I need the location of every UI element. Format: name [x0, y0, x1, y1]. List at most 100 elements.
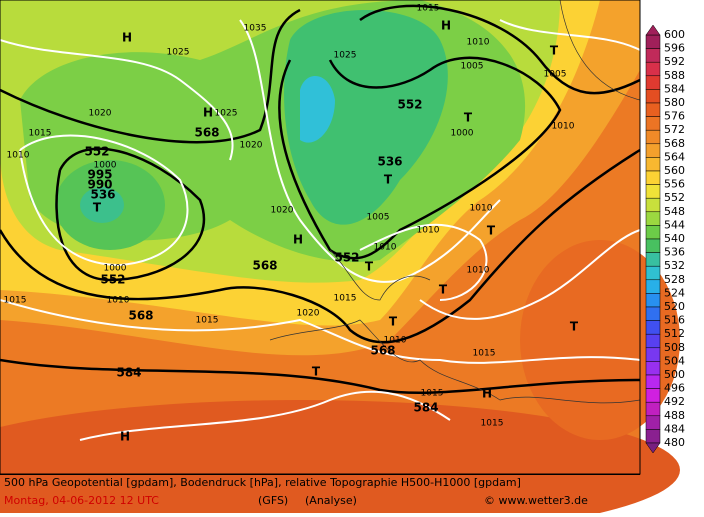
- colorbar-swatch: [645, 347, 661, 362]
- colorbar-label: 600: [664, 28, 685, 41]
- colorbar-swatch: [645, 143, 661, 158]
- map-label: 1015: [196, 316, 219, 326]
- colorbar-swatch: [645, 157, 661, 172]
- colorbar-label: 500: [664, 368, 685, 381]
- map-label: 1010: [384, 336, 407, 346]
- colorbar-swatch: [645, 34, 661, 49]
- map-label: 1010: [467, 38, 490, 48]
- colorbar-swatch: [645, 401, 661, 417]
- colorbar-swatch: [645, 252, 661, 267]
- colorbar-label: 504: [664, 354, 685, 367]
- map-label: 1005: [544, 70, 567, 80]
- map-label: 584: [116, 366, 141, 380]
- colorbar-swatch: [645, 429, 661, 444]
- map-label: H: [203, 106, 213, 120]
- map-label: T: [312, 365, 321, 379]
- map-label: 568: [194, 126, 219, 140]
- map-label: T: [384, 173, 393, 187]
- colorbar-label: 584: [664, 82, 685, 95]
- map-label: T: [464, 111, 473, 125]
- footer-description: 500 hPa Geopotential [gpdam], Bodendruck…: [4, 476, 521, 489]
- colorbar-swatch: [645, 116, 661, 131]
- map-label: 1010: [552, 122, 575, 132]
- map-label: 552: [84, 145, 109, 159]
- colorbar-top-arrow: [645, 24, 661, 36]
- map-label: T: [487, 224, 496, 238]
- map-label: 1020: [297, 309, 320, 319]
- colorbar-swatch: [645, 129, 661, 145]
- map-label: 1010: [467, 266, 490, 276]
- colorbar-swatch: [645, 170, 661, 185]
- map-label: 568: [128, 309, 153, 323]
- colorbar-swatch: [645, 388, 661, 403]
- map-label: 1010: [107, 296, 130, 306]
- map-label: T: [439, 283, 448, 297]
- colorbar-label: 536: [664, 246, 685, 259]
- colorbar-swatch: [645, 89, 661, 104]
- colorbar-label: 508: [664, 341, 685, 354]
- map-label: H: [293, 233, 303, 247]
- colorbar-label: 520: [664, 300, 685, 313]
- footer-credit: © www.wetter3.de: [484, 494, 588, 507]
- map-label: 552: [397, 98, 422, 112]
- map-label: H: [120, 430, 130, 444]
- map-label: 1025: [167, 48, 190, 58]
- map-label: 536: [90, 188, 115, 202]
- colorbar-label: 488: [664, 409, 685, 422]
- map-label: 1015: [473, 349, 496, 359]
- colorbar-label: 540: [664, 232, 685, 245]
- colorbar-label: 580: [664, 96, 685, 109]
- map-label: 1010: [417, 226, 440, 236]
- map-label: 1000: [94, 161, 117, 171]
- map-label: H: [122, 31, 132, 45]
- map-label: 552: [100, 273, 125, 287]
- colorbar-label: 484: [664, 422, 685, 435]
- colorbar-swatch: [645, 415, 661, 430]
- colorbar-swatch: [645, 102, 661, 117]
- map-label: 1015: [29, 129, 52, 139]
- footer-date: Montag, 04-06-2012 12 UTC: [4, 494, 159, 507]
- colorbar-swatch: [645, 293, 661, 308]
- map-label: 552: [334, 251, 359, 265]
- map-label: 568: [370, 344, 395, 358]
- map-label: 1010: [470, 204, 493, 214]
- colorbar-swatch: [645, 225, 661, 240]
- map-label: 568: [252, 259, 277, 273]
- colorbar-swatch: [645, 238, 661, 253]
- map-label: 1010: [7, 151, 30, 161]
- map-label: 1025: [334, 51, 357, 61]
- colorbar-label: 512: [664, 327, 685, 340]
- colorbar-label: 588: [664, 69, 685, 82]
- colorbar-swatch: [645, 184, 661, 199]
- colorbar-swatch: [645, 333, 661, 349]
- colorbar-swatch: [645, 374, 661, 389]
- colorbar-label: 496: [664, 382, 685, 395]
- map-label: H: [482, 387, 492, 401]
- map-label: 1015: [481, 419, 504, 429]
- colorbar-label: 524: [664, 286, 685, 299]
- colorbar-label: 544: [664, 218, 685, 231]
- map-label: 1020: [240, 141, 263, 151]
- colorbar-bottom-arrow: [645, 442, 661, 454]
- colorbar-swatch: [645, 265, 661, 281]
- colorbar-swatch: [645, 197, 661, 213]
- colorbar-label: 516: [664, 314, 685, 327]
- map-label: 1020: [271, 206, 294, 216]
- map-label: 1015: [421, 389, 444, 399]
- colorbar-label: 572: [664, 123, 685, 136]
- map-label: 1020: [89, 109, 112, 119]
- colorbar-swatch: [645, 361, 661, 376]
- colorbar-label: 552: [664, 191, 685, 204]
- map-label: 1000: [451, 129, 474, 139]
- colorbar-swatch: [645, 320, 661, 335]
- map-label: T: [389, 315, 398, 329]
- colorbar-swatch: [645, 306, 661, 321]
- colorbar-swatch: [645, 279, 661, 294]
- map-label: 1025: [215, 109, 238, 119]
- map-label: 1015: [417, 4, 440, 14]
- colorbar-label: 564: [664, 150, 685, 163]
- colorbar-label: 592: [664, 55, 685, 68]
- footer-run: (Analyse): [305, 494, 357, 507]
- colorbar-swatch: [645, 211, 661, 226]
